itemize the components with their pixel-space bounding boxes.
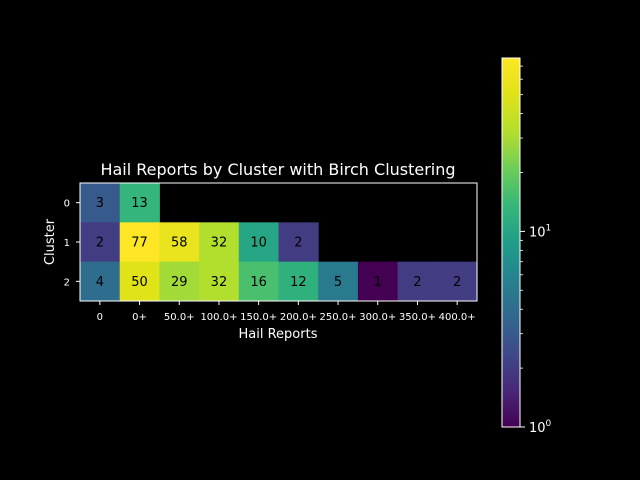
x-tick-label: 400.0+ — [439, 312, 476, 323]
x-tick-label: 0 — [97, 312, 103, 323]
cell-value-label: 5 — [334, 275, 342, 290]
heatmap-cell-r2-c1 — [119, 261, 160, 302]
cell-value-label: 2 — [96, 236, 104, 251]
cell-value-label: 58 — [171, 236, 188, 251]
heatmap-cell-r2-c2 — [159, 261, 200, 302]
x-axis-label: Hail Reports — [239, 327, 318, 342]
heatmap-cell-r2-c6 — [318, 261, 359, 302]
cell-value-label: 1 — [374, 275, 382, 290]
cell-value-label: 10 — [250, 236, 267, 251]
heatmap-cell-r1-c0 — [80, 222, 121, 263]
heatmap-cells — [80, 183, 478, 302]
cell-value-label: 2 — [413, 275, 421, 290]
heatmap-cell-r1-c2 — [159, 222, 200, 263]
x-tick-label: 350.0+ — [399, 312, 436, 323]
heatmap-cell-r2-c5 — [278, 261, 319, 302]
x-tick-label: 200.0+ — [280, 312, 317, 323]
x-tick-label: 100.0+ — [200, 312, 237, 323]
colorbar — [501, 57, 521, 428]
cell-value-label: 32 — [211, 275, 228, 290]
cell-value-label: 2 — [294, 236, 302, 251]
colorbar-tick-label: 101 — [529, 223, 551, 240]
x-tick-label: 50.0+ — [164, 312, 195, 323]
cell-value-label: 3 — [96, 196, 104, 211]
heatmap-cell-r1-c5 — [278, 222, 319, 263]
cell-value-label: 2 — [453, 275, 461, 290]
cell-value-label: 4 — [96, 275, 104, 290]
cell-value-label: 50 — [131, 275, 148, 290]
heatmap-cell-r2-c9 — [437, 261, 478, 302]
y-axis-ticks: 0 1 2 — [64, 199, 80, 288]
cell-value-label: 29 — [171, 275, 188, 290]
cell-value-label: 16 — [250, 275, 267, 290]
heatmap-cell-r1-c4 — [238, 222, 279, 263]
y-axis-label: Cluster — [43, 218, 58, 265]
cell-value-label: 12 — [290, 275, 307, 290]
heatmap-cell-r2-c7 — [357, 261, 399, 302]
x-tick-label: 300.0+ — [359, 312, 396, 323]
heatmap-cell-r2-c3 — [199, 261, 240, 302]
heatmap-cell-r2-c4 — [238, 261, 279, 302]
x-tick-label: 150.0+ — [240, 312, 277, 323]
heatmap-cell-r2-c8 — [397, 261, 438, 302]
x-axis-ticks: 0 0+ 50.0+ 100.0+ 150.0+ 200.0+ 250.0+ 300.0+ 35… — [97, 301, 476, 323]
heatmap-cell-r1-c1 — [119, 222, 160, 263]
cell-value-label: 13 — [131, 196, 148, 211]
chart-title: Hail Reports by Cluster with Birch Clust… — [100, 160, 455, 179]
heatmap-cell-r0-c0 — [80, 183, 121, 223]
y-tick-label: 0 — [64, 199, 70, 210]
cell-value-label: 77 — [131, 236, 148, 251]
cell-value-label: 32 — [211, 236, 228, 251]
heatmap-cell-r1-c3 — [199, 222, 240, 263]
y-tick-label: 1 — [64, 238, 70, 249]
colorbar-tick-label: 100 — [529, 419, 552, 436]
x-tick-label: 250.0+ — [320, 312, 357, 323]
colorbar-ticks: 100 101 — [520, 65, 552, 436]
heatmap-cell-labels: 3 132 77 58 32 10 24 50 29 32 16 12 5 1 2 2 — [96, 196, 462, 290]
heatmap-cell-r0-c1 — [119, 183, 160, 223]
x-tick-label: 0+ — [132, 312, 147, 323]
heatmap-cell-r2-c0 — [80, 261, 121, 302]
y-tick-label: 2 — [64, 277, 70, 288]
